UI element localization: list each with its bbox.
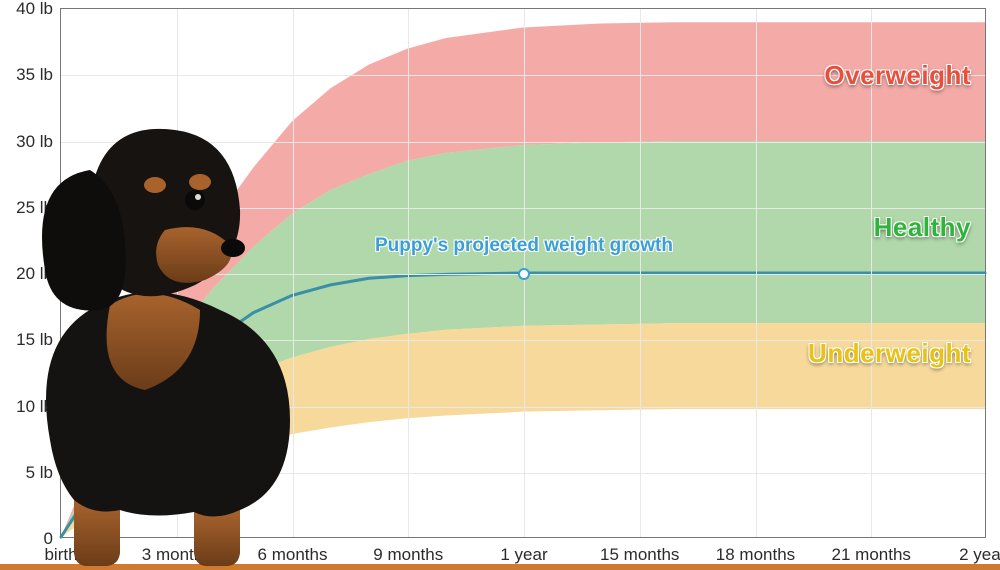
y-tick-label: 5 lb (26, 463, 53, 483)
projected-line-marker (518, 268, 530, 280)
x-tick-label: 2 years (959, 545, 1000, 565)
projected-line-label: Puppy's projected weight growth (375, 235, 673, 257)
y-tick-label: 15 lb (16, 330, 53, 350)
weight-growth-chart: 05 lb10 lb15 lb20 lb25 lb30 lb35 lb40 lb… (0, 0, 1000, 570)
y-tick-label: 30 lb (16, 132, 53, 152)
x-tick-label: 21 months (832, 545, 911, 565)
x-tick-label: 9 months (373, 545, 443, 565)
gridline-vertical (756, 9, 757, 537)
gridline-vertical (177, 9, 178, 537)
gridline-vertical (408, 9, 409, 537)
x-tick-label: 6 months (258, 545, 328, 565)
y-tick-label: 25 lb (16, 198, 53, 218)
zone-label-overweight: Overweight (824, 60, 971, 91)
x-tick-label: 3 months (142, 545, 212, 565)
gridline-vertical (640, 9, 641, 537)
gridline-horizontal (61, 473, 985, 474)
plot-area: 05 lb10 lb15 lb20 lb25 lb30 lb35 lb40 lb… (60, 8, 986, 538)
gridline-horizontal (61, 142, 985, 143)
gridline-horizontal (61, 407, 985, 408)
y-tick-label: 40 lb (16, 0, 53, 19)
y-tick-label: 10 lb (16, 397, 53, 417)
x-tick-label: 18 months (716, 545, 795, 565)
y-tick-label: 20 lb (16, 264, 53, 284)
bottom-accent-strip (0, 564, 1000, 570)
x-tick-label: birth (44, 545, 77, 565)
gridline-horizontal (61, 208, 985, 209)
x-tick-label: 1 year (500, 545, 547, 565)
zone-label-healthy: Healthy (874, 212, 971, 243)
x-tick-label: 15 months (600, 545, 679, 565)
gridline-vertical (293, 9, 294, 537)
y-tick-label: 35 lb (16, 65, 53, 85)
zone-label-underweight: Underweight (808, 338, 971, 369)
